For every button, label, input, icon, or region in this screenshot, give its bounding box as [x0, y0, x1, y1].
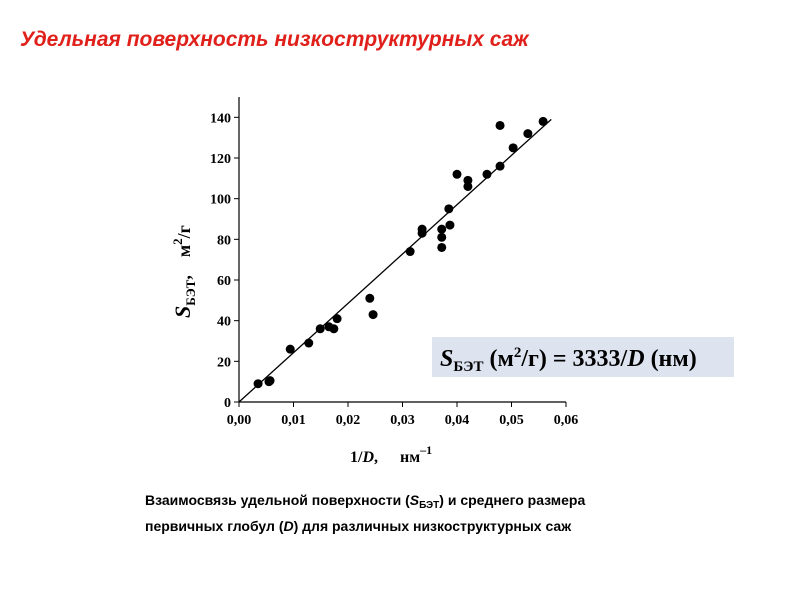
point: [285, 344, 295, 354]
formula: SБЭТ (м2/г) = 3333/D (нм): [440, 345, 697, 375]
slide-title: Удельная поверхность низкоструктурных са…: [20, 28, 530, 51]
point: [304, 338, 314, 348]
caption-part: S: [410, 492, 420, 508]
formula-part: 2: [514, 345, 522, 361]
point: [405, 247, 415, 257]
x-tick-label: 0,00: [227, 413, 252, 428]
formula-part: /г) = 3333/: [520, 346, 627, 372]
label-part: /г: [174, 225, 194, 239]
x-tick-label: 0,02: [336, 413, 361, 428]
point: [253, 379, 263, 389]
caption-part: первичных глобул (: [145, 518, 284, 534]
y-tick-label: 100: [210, 193, 231, 208]
point: [482, 169, 492, 179]
caption-part: Взаимосвязь удельной поверхности (: [145, 492, 410, 508]
point: [265, 376, 275, 386]
point: [523, 129, 533, 139]
label-part: ,: [374, 449, 378, 466]
formula-part: (нм): [645, 346, 697, 372]
formula-part: D: [626, 346, 644, 372]
caption-part: ) для различных низкоструктурных саж: [294, 518, 573, 534]
label-part: 2: [170, 238, 185, 245]
point: [332, 314, 342, 324]
label-part: 1/: [350, 449, 363, 466]
point: [368, 310, 378, 320]
point: [452, 169, 462, 179]
point: [315, 324, 325, 334]
y-tick-label: 60: [217, 274, 231, 289]
y-tick-label: 0: [224, 396, 231, 411]
label-part: нм: [400, 449, 420, 466]
point: [463, 181, 473, 191]
caption-part: D: [283, 518, 293, 534]
x-axis-label: 1/D, нм–1: [350, 443, 432, 466]
y-tick-label: 120: [210, 152, 231, 167]
point: [437, 224, 447, 234]
label-part: ,: [174, 275, 194, 280]
y-tick-label: 140: [210, 111, 231, 126]
point: [495, 120, 505, 130]
caption-line: Взаимосвязь удельной поверхности (SБЭТ) …: [145, 492, 585, 511]
y-tick-label: 20: [217, 355, 231, 370]
point: [445, 220, 455, 230]
formula-box: [432, 337, 734, 377]
point: [329, 324, 339, 334]
caption-part: БЭТ: [419, 500, 439, 511]
label-part: –1: [419, 443, 432, 457]
point: [437, 232, 447, 242]
label-part: S: [170, 306, 195, 318]
formula-part: БЭТ: [453, 359, 483, 375]
label-part: БЭТ: [183, 279, 198, 305]
x-tick-label: 0,03: [390, 413, 415, 428]
caption-part: ) и среднего размера: [439, 492, 585, 508]
formula-part: (м: [483, 346, 513, 372]
point: [538, 116, 548, 126]
point: [508, 143, 518, 153]
x-tick-label: 0,06: [554, 413, 579, 428]
caption-line: первичных глобул (D) для различных низко…: [145, 518, 572, 534]
label-part: D: [361, 449, 374, 466]
point: [495, 161, 505, 171]
x-tick-label: 0,05: [499, 413, 524, 428]
point: [365, 293, 375, 303]
point: [437, 242, 447, 252]
y-tick-label: 40: [217, 315, 231, 330]
y-tick-label: 80: [217, 233, 231, 248]
label-part: м: [174, 245, 194, 257]
y-axis-label: SБЭТ, м2/г: [170, 225, 198, 318]
formula-part: S: [440, 346, 453, 372]
point: [417, 228, 427, 238]
point: [444, 204, 454, 214]
x-tick-label: 0,04: [445, 413, 470, 428]
x-tick-label: 0,01: [281, 413, 306, 428]
